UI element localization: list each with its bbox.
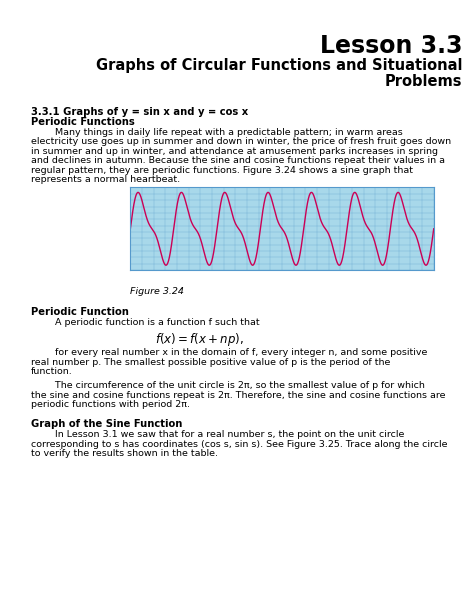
Text: corresponding to s has coordinates (cos s, sin s). See Figure 3.25. Trace along : corresponding to s has coordinates (cos … (31, 440, 447, 449)
Text: Periodic Functions: Periodic Functions (31, 117, 135, 127)
Text: Lesson 3.3: Lesson 3.3 (319, 34, 462, 58)
Text: regular pattern, they are periodic functions. Figure 3.24 shows a sine graph tha: regular pattern, they are periodic funct… (31, 166, 413, 175)
Text: periodic functions with period 2π.: periodic functions with period 2π. (31, 400, 190, 409)
Text: Figure 3.24: Figure 3.24 (130, 287, 184, 296)
Text: A periodic function is a function f such that: A periodic function is a function f such… (31, 318, 259, 327)
Text: electricity use goes up in summer and down in winter, the price of fresh fruit g: electricity use goes up in summer and do… (31, 137, 451, 146)
Text: for every real number x in the domain of f, every integer n, and some positive: for every real number x in the domain of… (31, 348, 427, 357)
Text: Many things in daily life repeat with a predictable pattern; in warm areas: Many things in daily life repeat with a … (31, 128, 402, 137)
Text: real number p. The smallest possible positive value of p is the period of the: real number p. The smallest possible pos… (31, 357, 390, 367)
Text: and declines in autumn. Because the sine and cosine functions repeat their value: and declines in autumn. Because the sine… (31, 156, 445, 165)
Text: in summer and up in winter, and attendance at amusement parks increases in sprin: in summer and up in winter, and attendan… (31, 147, 438, 156)
Text: Graphs of Circular Functions and Situational: Graphs of Circular Functions and Situati… (96, 58, 462, 73)
Text: the sine and cosine functions repeat is 2π. Therefore, the sine and cosine funct: the sine and cosine functions repeat is … (31, 391, 445, 400)
Text: In Lesson 3.1 we saw that for a real number s, the point on the unit circle: In Lesson 3.1 we saw that for a real num… (31, 430, 404, 440)
Text: to verify the results shown in the table.: to verify the results shown in the table… (31, 449, 218, 459)
Text: $f(x) = f(x + np),$: $f(x) = f(x + np),$ (155, 331, 244, 348)
Text: represents a normal heartbeat.: represents a normal heartbeat. (31, 175, 180, 184)
Text: 3.3.1 Graphs of y = sin x and y = cos x: 3.3.1 Graphs of y = sin x and y = cos x (31, 107, 248, 116)
Text: The circumference of the unit circle is 2π, so the smallest value of p for which: The circumference of the unit circle is … (31, 381, 425, 390)
Text: Periodic Function: Periodic Function (31, 306, 128, 317)
Text: Problems: Problems (384, 74, 462, 88)
Text: function.: function. (31, 367, 73, 376)
Text: Graph of the Sine Function: Graph of the Sine Function (31, 419, 182, 429)
